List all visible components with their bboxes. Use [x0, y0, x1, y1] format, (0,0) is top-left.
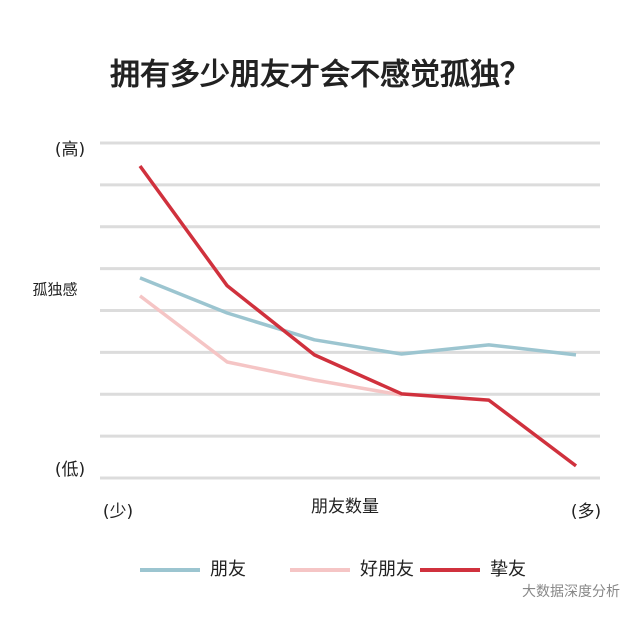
series-line [138, 294, 402, 397]
y-axis-label: 孤独感 [32, 281, 77, 299]
y-high-label: (高) [55, 140, 85, 160]
x-low-label: (少) [103, 502, 133, 522]
legend-label: 好朋友 [360, 559, 414, 580]
series-line [139, 276, 577, 357]
legend-label: 朋友 [210, 559, 246, 580]
watermark: 大数据深度分析 [522, 584, 620, 600]
y-low-label: (低) [55, 460, 85, 480]
series-line [138, 165, 578, 468]
legend-label: 挚友 [490, 559, 526, 580]
x-high-label: (多) [571, 502, 601, 522]
chart-title: 拥有多少朋友才会不感觉孤独？ [110, 58, 530, 93]
x-axis-label: 朋友数量 [311, 497, 379, 517]
